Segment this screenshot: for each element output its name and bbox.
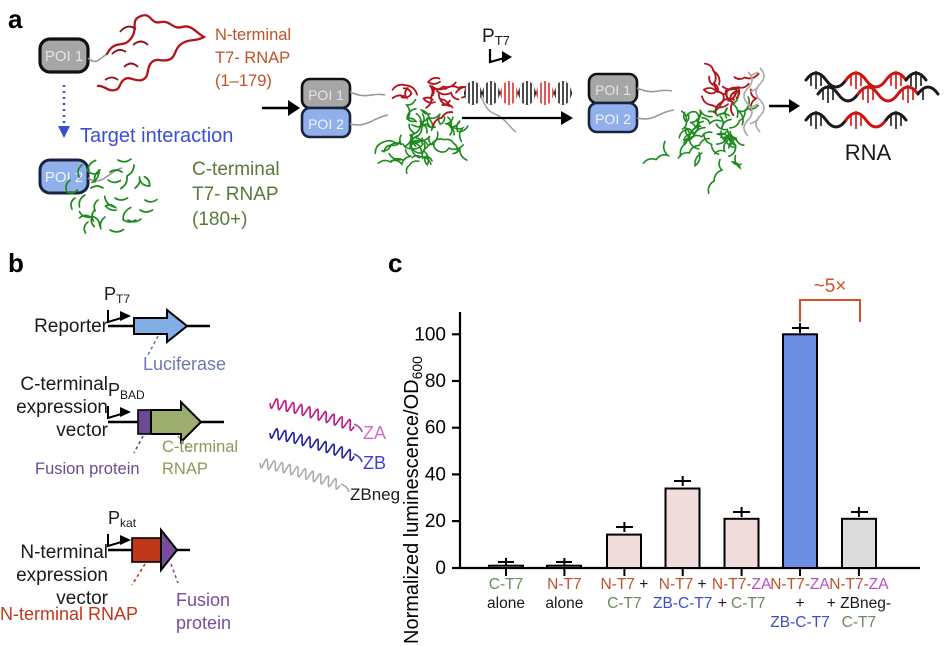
svg-text:N-T7-ZA: N-T7-ZA bbox=[770, 576, 830, 593]
svg-text:80: 80 bbox=[425, 371, 446, 392]
svg-text:40: 40 bbox=[425, 464, 446, 485]
svg-text:N-T7-ZA: N-T7-ZA bbox=[712, 576, 772, 593]
svg-text:N-T7 +: N-T7 + bbox=[600, 576, 648, 593]
svg-text:+ C-T7: + C-T7 bbox=[718, 595, 766, 612]
svg-text:N-T7 +: N-T7 + bbox=[659, 576, 707, 593]
svg-text:ZB-C-T7: ZB-C-T7 bbox=[770, 614, 829, 631]
svg-text:C-T7: C-T7 bbox=[842, 614, 876, 631]
svg-text:0: 0 bbox=[435, 558, 446, 579]
svg-text:100: 100 bbox=[414, 324, 446, 345]
svg-text:C-T7: C-T7 bbox=[607, 595, 641, 612]
svg-text:60: 60 bbox=[425, 418, 446, 439]
svg-text:+ ZBneg-: + ZBneg- bbox=[827, 595, 891, 612]
svg-text:alone: alone bbox=[545, 595, 583, 612]
svg-text:20: 20 bbox=[425, 511, 446, 532]
svg-text:N-T7-ZA: N-T7-ZA bbox=[829, 576, 889, 593]
svg-text:~5×: ~5× bbox=[814, 276, 847, 297]
svg-text:alone: alone bbox=[487, 595, 525, 612]
svg-text:ZB-C-T7: ZB-C-T7 bbox=[653, 595, 712, 612]
svg-text:N-T7: N-T7 bbox=[547, 576, 581, 593]
svg-text:+: + bbox=[795, 595, 804, 612]
svg-text:C-T7: C-T7 bbox=[489, 576, 523, 593]
svg-text:Normalized luminescence/OD600: Normalized luminescence/OD600 bbox=[401, 356, 425, 644]
